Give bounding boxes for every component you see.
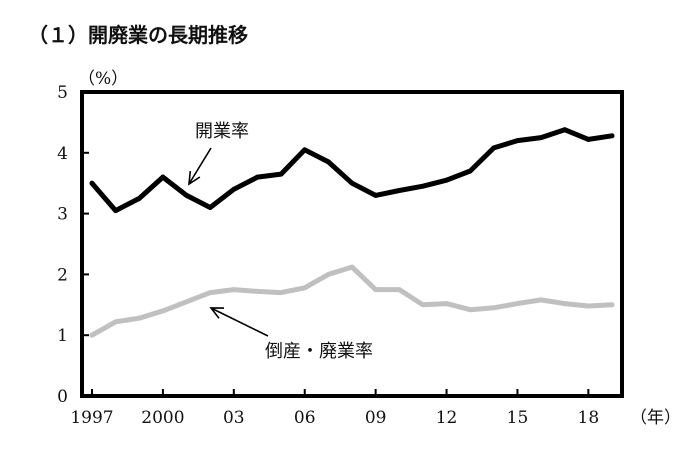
series-1-point (113, 319, 119, 325)
x-axis-ticks: 1997 2000 03 06 09 12 15 18 (70, 389, 599, 428)
series-annotation-label: 開業率 (195, 121, 249, 142)
series-1-point (231, 287, 237, 292)
series-layer (89, 127, 615, 338)
series-0-point (396, 188, 402, 193)
x-tick-label: 12 (436, 408, 458, 428)
series-0-point (160, 174, 166, 180)
series-0-point (467, 168, 473, 174)
annotation-arrow-shaft (210, 307, 269, 337)
series-0-point (585, 137, 591, 142)
series-line-0 (89, 127, 615, 214)
series-1-point (609, 302, 615, 308)
annotation-arrow-head (209, 307, 225, 319)
series-1-point (562, 301, 568, 306)
series-0-point (349, 180, 355, 186)
y-axis-ticks: 0 1 2 3 4 5 (57, 83, 89, 407)
chart-title: （１）開廃業の長期推移 (28, 23, 248, 47)
series-1-point (373, 287, 379, 292)
series-1-point (467, 307, 473, 313)
series-0-point (609, 133, 615, 139)
series-0-point (491, 145, 497, 151)
x-tick-label: 03 (223, 408, 245, 428)
series-1-point (255, 289, 260, 294)
series-1-point (136, 315, 142, 321)
y-tick-label: 2 (57, 265, 68, 285)
series-0-point (231, 186, 237, 192)
series-1-point (325, 272, 331, 277)
y-tick-label: 5 (57, 83, 68, 103)
series-1-point (207, 290, 213, 296)
series-0-point (255, 174, 260, 180)
series-1-point (585, 303, 591, 309)
series-0-point (444, 177, 449, 183)
annotation-arrow-head (188, 171, 201, 186)
series-annotation-label: 倒産・廃業率 (265, 341, 373, 362)
series-1-point (349, 264, 355, 270)
annotation-arrow-shaft (188, 147, 212, 185)
x-tick-label: 1997 (70, 408, 113, 428)
x-tick-label: 06 (294, 408, 316, 428)
y-axis-unit: （%） (78, 69, 128, 89)
series-0-point (113, 208, 119, 213)
series-1-point (538, 297, 544, 303)
series-1-point (302, 285, 308, 291)
series-0-point (136, 196, 142, 201)
series-0-point (420, 183, 426, 189)
series-1-point (278, 290, 284, 296)
series-0-point (184, 192, 189, 198)
series-0-point (325, 159, 331, 165)
x-tick-label: 09 (365, 408, 387, 428)
plot-frame (80, 90, 624, 398)
series-0-point (278, 171, 284, 177)
series-line-1 (89, 264, 615, 338)
series-0-point (562, 127, 568, 133)
series-1-point (444, 301, 449, 306)
series-0-point (373, 192, 379, 198)
series-0-point (207, 205, 213, 210)
series-1-point (420, 302, 426, 308)
series-1-point (89, 332, 95, 338)
series-1-point (491, 305, 497, 311)
series-0-point (538, 135, 544, 141)
y-tick-label: 1 (57, 326, 68, 346)
y-tick-label: 4 (57, 144, 68, 164)
y-tick-label: 0 (57, 387, 68, 407)
x-axis-unit: （年） (630, 408, 681, 428)
series-1-point (396, 287, 402, 292)
series-1-point (160, 308, 166, 314)
series-1-point (515, 301, 520, 306)
series-1-point (184, 299, 189, 305)
x-tick-label: 15 (507, 408, 529, 428)
series-0-point (515, 138, 520, 144)
series-0-point (89, 180, 95, 186)
series-0-point (302, 147, 308, 153)
y-tick-label: 3 (57, 205, 68, 225)
x-tick-label: 2000 (141, 408, 184, 428)
x-tick-label: 18 (578, 408, 600, 428)
